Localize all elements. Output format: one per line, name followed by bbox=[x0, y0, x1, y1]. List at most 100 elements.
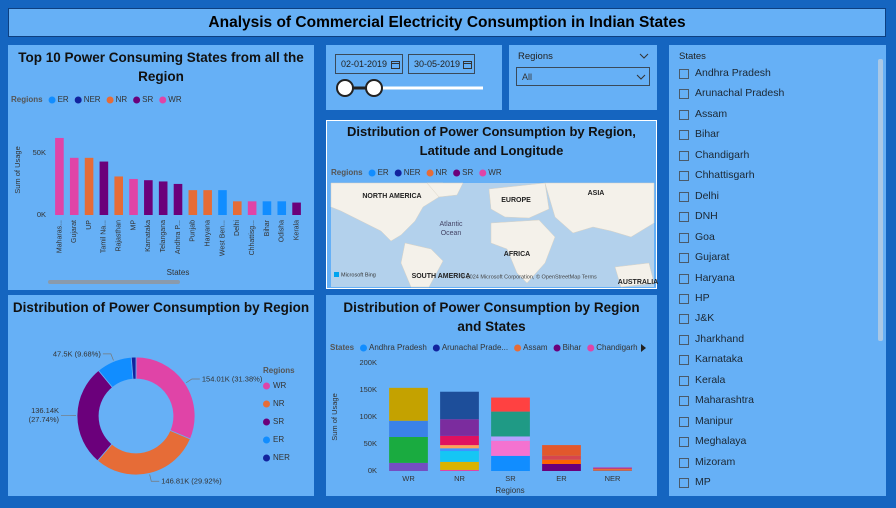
bar-segment bbox=[593, 467, 632, 469]
checkbox[interactable] bbox=[679, 416, 689, 427]
bar-segment bbox=[277, 201, 287, 215]
checkbox[interactable] bbox=[679, 89, 689, 100]
checkbox[interactable] bbox=[679, 69, 689, 79]
legend-label: WR bbox=[273, 381, 287, 390]
state-item[interactable]: MP bbox=[695, 476, 711, 488]
legend-marker bbox=[368, 169, 376, 177]
legend-label: NR bbox=[273, 399, 285, 408]
scrollbar[interactable] bbox=[878, 59, 883, 341]
checkbox[interactable] bbox=[679, 314, 689, 325]
legend-label: NER bbox=[273, 453, 290, 462]
checkbox[interactable] bbox=[679, 253, 689, 264]
legend-scroll-arrow bbox=[641, 344, 646, 352]
state-item[interactable]: Andhra Pradesh bbox=[695, 67, 771, 79]
checkbox[interactable] bbox=[679, 375, 689, 386]
bar-segment bbox=[440, 391, 479, 420]
map: Regions ER NER NR SR WR NORTH AMERICA EUROPE ASI… bbox=[330, 168, 658, 288]
x-tick-label: Tamil Na... bbox=[101, 220, 108, 253]
state-item[interactable]: Karnataka bbox=[695, 353, 743, 366]
checkbox[interactable] bbox=[679, 396, 689, 407]
x-tick-label: Gujarat bbox=[71, 220, 78, 243]
state-item[interactable]: Haryana bbox=[695, 271, 735, 284]
header-title: Analysis of Commercial Electricity Consu… bbox=[208, 14, 686, 31]
checkbox[interactable] bbox=[679, 437, 689, 448]
start-date-text: 02-01-2019 bbox=[341, 59, 388, 69]
legend: Regions ER NER NR SR WR bbox=[11, 95, 182, 104]
x-tick-label: Karnataka bbox=[145, 220, 152, 252]
checkbox[interactable] bbox=[679, 150, 689, 161]
state-item[interactable]: Jharkhand bbox=[695, 332, 745, 345]
region-slicer: Regions All bbox=[509, 45, 657, 110]
legend-marker bbox=[263, 382, 270, 390]
state-item[interactable]: Goa bbox=[695, 230, 715, 243]
state-item[interactable]: Mizoram bbox=[695, 455, 736, 468]
y-axis-label: Sum of Usage bbox=[13, 146, 22, 194]
bar-segment bbox=[84, 157, 94, 215]
checkbox[interactable] bbox=[679, 191, 689, 202]
checkbox[interactable] bbox=[679, 130, 689, 141]
legend-label: Chhattisgarh bbox=[653, 343, 657, 352]
legend-marker bbox=[432, 344, 440, 352]
donut-segment bbox=[96, 429, 191, 476]
checkbox[interactable] bbox=[679, 109, 689, 120]
end-date[interactable]: 30-05-2019 bbox=[408, 54, 475, 74]
state-item[interactable]: Chhattisgarh bbox=[695, 169, 755, 182]
x-tick-label: Punjab bbox=[190, 220, 197, 242]
state-item[interactable]: Assam bbox=[695, 107, 728, 120]
state-item[interactable]: Arunachal Pradesh bbox=[695, 87, 785, 100]
bar-segment bbox=[55, 137, 64, 215]
bing-logo bbox=[334, 272, 339, 277]
state-item[interactable]: Meghalaya bbox=[695, 435, 747, 448]
checkbox[interactable] bbox=[679, 212, 689, 223]
checkbox[interactable] bbox=[679, 171, 689, 182]
slider-handle[interactable] bbox=[365, 79, 383, 97]
bar-segment bbox=[440, 469, 479, 471]
legend-label: ER bbox=[58, 95, 69, 104]
x-axis-label: States bbox=[167, 268, 190, 277]
checkbox[interactable] bbox=[679, 232, 689, 243]
state-item[interactable]: Chandigarh bbox=[695, 148, 750, 161]
y-tick-label: 200K bbox=[359, 358, 377, 367]
state-item[interactable]: Gujarat bbox=[695, 251, 730, 264]
x-tick-label: Rajasthan bbox=[116, 220, 123, 252]
slider-handle[interactable] bbox=[336, 79, 354, 97]
bar-segment bbox=[491, 397, 530, 412]
chevrons bbox=[636, 53, 649, 80]
bar-segment bbox=[232, 201, 242, 215]
x-tick-label: UP bbox=[86, 220, 93, 230]
state-item[interactable]: DNH bbox=[695, 210, 718, 223]
legend-marker bbox=[426, 169, 434, 177]
legend-title: Regions bbox=[11, 95, 43, 104]
legend: States Andhra Pradesh Arunachal Prade... As… bbox=[330, 343, 657, 352]
state-item[interactable]: Delhi bbox=[695, 189, 719, 202]
checkbox[interactable] bbox=[679, 334, 689, 345]
bar-segment bbox=[389, 387, 428, 421]
legend-label: NER bbox=[404, 168, 421, 177]
bar-segment bbox=[389, 420, 428, 437]
checkbox[interactable] bbox=[679, 293, 689, 304]
legend-label: Assam bbox=[523, 343, 548, 352]
start-date[interactable]: 02-01-2019 bbox=[335, 54, 403, 74]
state-item[interactable]: J&K bbox=[695, 312, 715, 325]
donut-panel: Regions WR NR SR ER NER Distribution of Power… bbox=[8, 295, 314, 496]
state-item[interactable]: Manipur bbox=[695, 414, 733, 427]
state-item[interactable]: Kerala bbox=[695, 373, 726, 386]
checkbox[interactable] bbox=[679, 478, 689, 488]
map-label: Atlantic bbox=[440, 221, 463, 228]
map-label: EUROPE bbox=[501, 197, 531, 204]
checkbox[interactable] bbox=[679, 273, 689, 284]
scrollbar bbox=[48, 280, 180, 284]
slicer-title: Regions bbox=[518, 51, 553, 62]
state-item[interactable]: Bihar bbox=[695, 128, 720, 141]
bar-segment bbox=[69, 157, 79, 215]
bar-segment bbox=[292, 202, 301, 215]
checkbox[interactable] bbox=[679, 355, 689, 366]
date-slicer: 02-01-2019 30-05-2019 bbox=[326, 45, 502, 110]
legend-label: NR bbox=[436, 168, 448, 177]
region-dropdown[interactable]: All bbox=[516, 67, 650, 86]
state-item[interactable]: HP bbox=[695, 291, 710, 304]
legend-marker bbox=[263, 400, 270, 408]
checkbox[interactable] bbox=[679, 457, 689, 468]
bar-segment bbox=[440, 445, 479, 449]
state-item[interactable]: Maharashtra bbox=[695, 394, 754, 407]
